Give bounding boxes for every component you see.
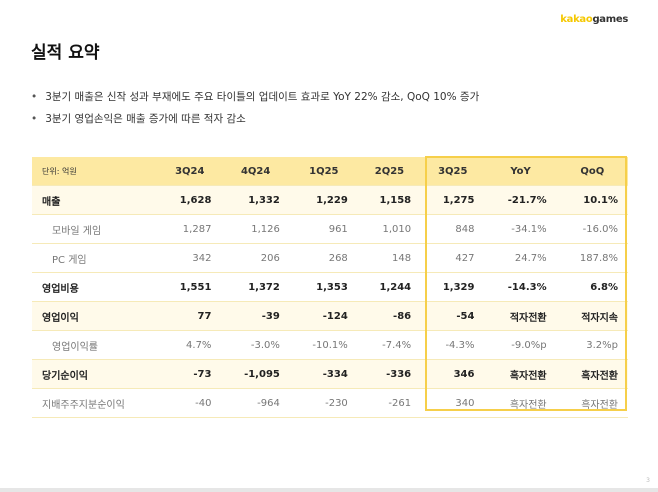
table-cell: 흑자전환 <box>484 359 557 389</box>
table-row: 당기순이익 -73 -1,095 -334 -336 346 흑자전환 흑자전환 <box>32 359 628 389</box>
row-label: 영업비용 <box>32 272 159 302</box>
table-cell: 적자전환 <box>484 301 557 331</box>
table-cell: 1,010 <box>357 214 422 244</box>
table-cell: 3.2%p <box>556 330 628 360</box>
logo-games: games <box>592 14 628 25</box>
table-cell: -124 <box>289 301 358 331</box>
table-cell: -39 <box>221 301 290 331</box>
table-cell: -73 <box>158 359 222 389</box>
row-label: 지배주주지분순이익 <box>32 388 159 418</box>
bullet-item: 3분기 영업손익은 매출 증가에 따른 적자 감소 <box>31 112 479 134</box>
row-label: 영업이익 <box>32 301 159 331</box>
table-header-row: 단위: 억원 3Q24 4Q24 1Q25 2Q25 3Q25 YoY QoQ <box>32 157 628 186</box>
table-cell: 1,628 <box>158 185 222 215</box>
table-cell: 1,329 <box>421 272 485 302</box>
table-cell: -4.3% <box>421 330 485 360</box>
table-cell: -14.3% <box>484 272 557 302</box>
table-cell: 848 <box>421 214 485 244</box>
table-cell: 1,244 <box>357 272 422 302</box>
table-cell: 427 <box>421 243 485 273</box>
table-cell: -9.0%p <box>484 330 557 360</box>
bullet-list: 3분기 매출은 신작 성과 부재에도 주요 타이틀의 업데이트 효과로 YoY … <box>31 90 479 134</box>
table-cell: 1,332 <box>221 185 290 215</box>
table-cell: 1,287 <box>158 214 222 244</box>
column-header: YoY <box>484 157 557 186</box>
footer-bar <box>0 488 658 492</box>
table-cell: 346 <box>421 359 485 389</box>
column-header: QoQ <box>556 157 628 186</box>
table-cell: 1,275 <box>421 185 485 215</box>
table-cell: 342 <box>158 243 222 273</box>
table-cell: 187.8% <box>556 243 628 273</box>
column-header: 3Q24 <box>158 157 222 186</box>
table-cell: -964 <box>221 388 290 418</box>
table-cell: 10.1% <box>556 185 628 215</box>
table-row: 영업이익 77 -39 -124 -86 -54 적자전환 적자지속 <box>32 301 628 331</box>
table-row: 영업이익률 4.7% -3.0% -10.1% -7.4% -4.3% -9.0%p 3.2%… <box>32 330 628 360</box>
table-cell: 1,158 <box>357 185 422 215</box>
column-header: 4Q24 <box>221 157 290 186</box>
table-cell: -336 <box>357 359 422 389</box>
table-cell: -261 <box>357 388 422 418</box>
table-cell: -7.4% <box>357 330 422 360</box>
table-cell: -54 <box>421 301 485 331</box>
column-header: 2Q25 <box>357 157 422 186</box>
table-cell: 340 <box>421 388 485 418</box>
table-cell: -16.0% <box>556 214 628 244</box>
table-cell: 흑자전환 <box>484 388 557 418</box>
row-label: 영업이익률 <box>32 330 159 360</box>
table-cell: 6.8% <box>556 272 628 302</box>
bullet-item: 3분기 매출은 신작 성과 부재에도 주요 타이틀의 업데이트 효과로 YoY … <box>31 90 479 112</box>
table-cell: -86 <box>357 301 422 331</box>
table-cell: 148 <box>357 243 422 273</box>
table-cell: 24.7% <box>484 243 557 273</box>
table-cell: 흑자전환 <box>556 359 628 389</box>
table-cell: -34.1% <box>484 214 557 244</box>
page-number: 3 <box>646 477 650 484</box>
kakaogames-logo: kakaogames <box>560 14 628 25</box>
table-cell: 흑자전환 <box>556 388 628 418</box>
column-header: 1Q25 <box>289 157 358 186</box>
row-label: 모바일 게임 <box>32 214 159 244</box>
table-cell: -21.7% <box>484 185 557 215</box>
table-row: 매출 1,628 1,332 1,229 1,158 1,275 -21.7% 10.1% <box>32 185 628 215</box>
table-cell: 961 <box>289 214 358 244</box>
table-cell: 1,353 <box>289 272 358 302</box>
table-row: 모바일 게임 1,287 1,126 961 1,010 848 -34.1% -16.0% <box>32 214 628 244</box>
table-cell: 77 <box>158 301 222 331</box>
table-cell: 적자지속 <box>556 301 628 331</box>
table-cell: -334 <box>289 359 358 389</box>
table-cell: 1,126 <box>221 214 290 244</box>
table-cell: 1,372 <box>221 272 290 302</box>
row-label: 매출 <box>32 185 159 215</box>
table-cell: -3.0% <box>221 330 290 360</box>
table-row: PC 게임 342 206 268 148 427 24.7% 187.8% <box>32 243 628 273</box>
table-cell: 4.7% <box>158 330 222 360</box>
table-cell: 206 <box>221 243 290 273</box>
earnings-summary-table: 단위: 억원 3Q24 4Q24 1Q25 2Q25 3Q25 YoY QoQ … <box>32 157 628 418</box>
table-cell: -40 <box>158 388 222 418</box>
row-label: PC 게임 <box>32 243 159 273</box>
table-row: 영업비용 1,551 1,372 1,353 1,244 1,329 -14.3% 6.8% <box>32 272 628 302</box>
logo-kakao: kakao <box>560 14 593 25</box>
table-cell: 1,229 <box>289 185 358 215</box>
unit-label: 단위: 억원 <box>32 157 159 186</box>
table-cell: -10.1% <box>289 330 358 360</box>
table-cell: -1,095 <box>221 359 290 389</box>
row-label: 당기순이익 <box>32 359 159 389</box>
table-cell: -230 <box>289 388 358 418</box>
column-header: 3Q25 <box>421 157 485 186</box>
table-cell: 268 <box>289 243 358 273</box>
table-row: 지배주주지분순이익 -40 -964 -230 -261 340 흑자전환 흑자전환 <box>32 388 628 418</box>
page-title: 실적 요약 <box>31 43 100 63</box>
table-cell: 1,551 <box>158 272 222 302</box>
